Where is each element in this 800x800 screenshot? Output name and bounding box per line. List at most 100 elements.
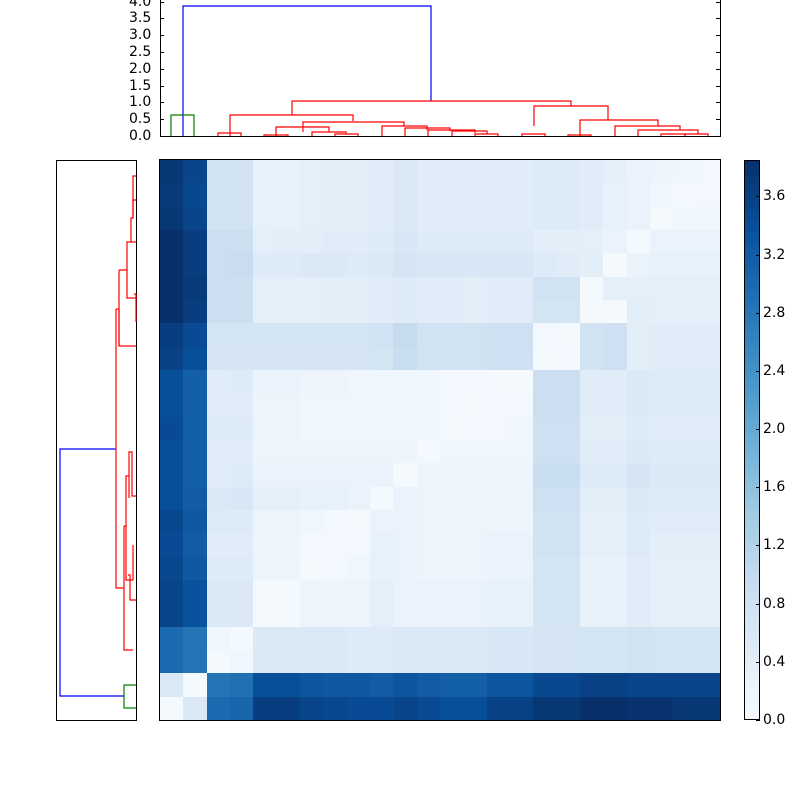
heatmap-cell — [486, 650, 511, 674]
heatmap-cell — [533, 206, 558, 231]
heatmap-cell — [580, 323, 604, 348]
dendrogram-link — [217, 132, 242, 136]
top-dendrogram-tick — [160, 85, 164, 87]
heatmap-cell — [603, 323, 628, 348]
heatmap-cell — [183, 276, 208, 301]
heatmap-cell — [463, 696, 488, 721]
colorbar-tick — [756, 312, 760, 314]
heatmap-cell — [346, 346, 371, 371]
heatmap-cell — [416, 626, 441, 651]
heatmap-cell — [510, 370, 534, 394]
heatmap-cell — [230, 673, 254, 698]
heatmap-cell — [440, 673, 464, 698]
heatmap-cell — [416, 323, 441, 348]
heatmap-cell — [580, 626, 604, 651]
top-dendrogram-tick-right — [716, 52, 720, 53]
heatmap-cell — [276, 626, 301, 651]
heatmap-cell — [533, 253, 558, 278]
heatmap-cell — [533, 650, 558, 674]
heatmap-cell — [510, 696, 534, 721]
heatmap-cell — [160, 160, 184, 184]
heatmap-cell — [276, 183, 301, 208]
heatmap-cell — [580, 673, 604, 698]
heatmap-cell — [696, 300, 721, 324]
heatmap-cell — [206, 533, 231, 558]
heatmap-cell — [206, 673, 231, 698]
top-dendrogram-tick-right — [716, 18, 720, 20]
heatmap-cell — [393, 230, 418, 254]
heatmap-cell — [440, 533, 464, 558]
heatmap-cell — [323, 650, 348, 674]
heatmap-cell — [323, 533, 348, 558]
heatmap-cell — [603, 696, 628, 721]
heatmap-cell — [276, 276, 301, 301]
heatmap-cell — [370, 580, 394, 604]
heatmap-cell — [370, 300, 394, 324]
heatmap-cell — [486, 276, 511, 301]
heatmap-cell — [673, 230, 698, 254]
heatmap-cell — [556, 416, 581, 441]
heatmap-cell — [206, 696, 231, 721]
heatmap-cell — [463, 673, 488, 698]
heatmap-cell — [416, 346, 441, 371]
heatmap-cell — [393, 533, 418, 558]
heatmap-cell — [183, 533, 208, 558]
heatmap-cell — [370, 673, 394, 698]
heatmap-cell — [206, 183, 231, 208]
heatmap-cell — [300, 440, 324, 464]
heatmap-cell — [393, 253, 418, 278]
heatmap-cell — [206, 276, 231, 301]
heatmap-cell — [440, 230, 464, 254]
heatmap-cell — [183, 393, 208, 418]
heatmap-cell — [603, 440, 628, 464]
heatmap-cell — [626, 183, 651, 208]
heatmap-cell — [533, 276, 558, 301]
dendrogram-link — [229, 114, 354, 136]
top-dendrogram-axes — [160, 0, 721, 137]
heatmap-cell — [556, 603, 581, 628]
heatmap-cell — [463, 183, 488, 208]
heatmap-cell — [393, 556, 418, 581]
heatmap-cell — [673, 626, 698, 651]
heatmap-cell — [510, 440, 534, 464]
heatmap-cell — [486, 416, 511, 441]
heatmap-cell — [230, 253, 254, 278]
heatmap-cell — [650, 416, 674, 441]
top-dendrogram-tick-label: 1.5 — [129, 77, 152, 94]
heatmap-cell — [300, 276, 324, 301]
heatmap-cell — [393, 440, 418, 464]
top-dendrogram-tick — [160, 119, 164, 121]
heatmap-cell — [370, 463, 394, 488]
heatmap-cell — [603, 230, 628, 254]
heatmap-cell — [580, 393, 604, 418]
heatmap-cell — [510, 533, 534, 558]
heatmap-cell — [300, 603, 324, 628]
heatmap-cell — [463, 230, 488, 254]
heatmap-cell — [440, 626, 464, 651]
heatmap-cell — [300, 416, 324, 441]
heatmap-cell — [160, 393, 184, 418]
dendrogram-link — [614, 125, 681, 136]
heatmap-cell — [673, 673, 698, 698]
heatmap-cell — [556, 276, 581, 301]
heatmap-cell — [160, 603, 184, 628]
heatmap-cell — [603, 160, 628, 184]
heatmap-cell — [556, 300, 581, 324]
heatmap-cell — [346, 416, 371, 441]
heatmap-cell — [253, 183, 278, 208]
heatmap-cell — [626, 276, 651, 301]
heatmap-cell — [440, 463, 464, 488]
heatmap-cell — [626, 416, 651, 441]
heatmap-cell — [440, 300, 464, 324]
heatmap-cell — [463, 253, 488, 278]
heatmap-cell — [276, 300, 301, 324]
heatmap-cell — [416, 276, 441, 301]
heatmap-cell — [300, 230, 324, 254]
heatmap-cell — [486, 230, 511, 254]
heatmap-cell — [486, 183, 511, 208]
heatmap-cell — [626, 486, 651, 511]
heatmap-cell — [346, 370, 371, 394]
heatmap-cell — [510, 673, 534, 698]
heatmap-cell — [673, 416, 698, 441]
heatmap-cell — [253, 510, 278, 534]
